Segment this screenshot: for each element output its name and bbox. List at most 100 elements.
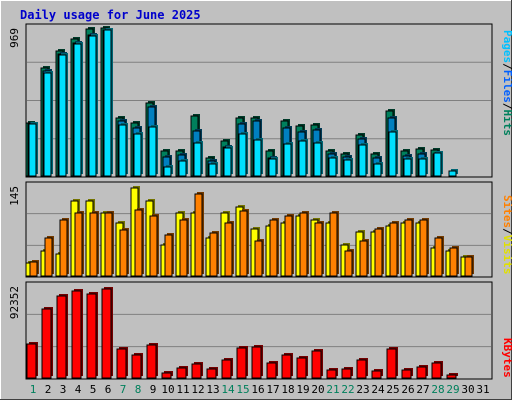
bar-sites-day-16-face: [254, 240, 263, 277]
x-tick-label-day-11: 11: [176, 383, 189, 396]
bar-kbytes-day-4-face: [71, 290, 82, 379]
bar-kbytes-day-7: [116, 347, 128, 379]
bar-sites-day-29: [449, 246, 459, 277]
bar-pages-day-10-face: [163, 166, 172, 177]
bar-sites-day-1: [29, 260, 39, 277]
series-label-part: Pages: [501, 30, 512, 63]
bar-pages-day-18: [283, 142, 293, 177]
bar-kbytes-day-18: [281, 353, 293, 379]
bar-kbytes-day-24-face: [371, 370, 382, 379]
bar-kbytes-day-11-face: [176, 367, 187, 379]
x-tick-label-day-17: 17: [266, 383, 279, 396]
bar-kbytes-day-25-face: [386, 348, 397, 379]
bar-kbytes-day-3: [56, 294, 68, 379]
bar-pages-day-21-face: [328, 157, 337, 177]
y-max-label: 969: [8, 28, 21, 48]
bar-kbytes-day-23-face: [356, 359, 367, 379]
bar-sites-day-13-face: [209, 232, 218, 277]
bar-kbytes-day-7-face: [116, 348, 127, 379]
bar-sites-day-24: [374, 227, 384, 277]
bar-kbytes-day-29-face: [446, 374, 457, 379]
bar-kbytes-day-15: [236, 346, 248, 379]
x-tick-label-day-8: 8: [135, 383, 142, 396]
bar-pages-day-29-face: [448, 170, 457, 177]
y-max-label: 92352: [8, 286, 21, 319]
bar-sites-day-28-face: [434, 237, 443, 277]
bar-pages-day-14-face: [223, 147, 232, 177]
bar-kbytes-day-6: [101, 287, 113, 379]
x-tick-label-day-28: 28: [431, 383, 444, 396]
bar-sites-day-9-face: [149, 215, 158, 277]
x-tick-label-day-3: 3: [60, 383, 67, 396]
panel-kbytes: 92352 KBytes: [8, 281, 512, 380]
x-tick-label-day-25: 25: [386, 383, 399, 396]
bar-kbytes-day-18-face: [281, 354, 292, 379]
bar-sites-day-25: [389, 221, 399, 277]
bar-kbytes-day-12-face: [191, 363, 202, 379]
bar-sites-day-28: [434, 236, 444, 277]
bar-sites-day-12-face: [194, 193, 203, 277]
bar-sites-day-2: [44, 236, 54, 277]
bar-sites-day-7-face: [119, 229, 128, 277]
bar-sites-day-20-face: [314, 222, 323, 277]
bar-kbytes-day-9: [146, 343, 158, 379]
x-tick-label-day-21: 21: [326, 383, 339, 396]
bar-sites-day-10-face: [164, 234, 173, 277]
bar-kbytes-day-6-face: [101, 288, 112, 379]
bar-kbytes-day-22: [341, 367, 353, 379]
x-tick-label-day-4: 4: [75, 383, 82, 396]
bar-sites-day-25-face: [389, 222, 398, 277]
bar-sites-day-13: [209, 231, 219, 277]
bar-sites-day-1-face: [29, 261, 38, 277]
bar-sites-day-11: [179, 218, 189, 277]
bar-pages-day-12-face: [193, 142, 202, 177]
bar-kbytes-day-4: [71, 289, 83, 379]
bar-sites-day-30-face: [464, 256, 473, 277]
bar-kbytes-day-13: [206, 367, 218, 379]
series-label-part: Sites: [501, 195, 512, 228]
bar-pages-day-8: [133, 132, 143, 177]
bar-pages-day-15: [238, 132, 248, 177]
bar-pages-day-2: [43, 71, 53, 177]
x-tick-label-day-15: 15: [236, 383, 249, 396]
bar-kbytes-day-13-face: [206, 368, 217, 379]
bar-kbytes-day-2: [41, 307, 53, 379]
bar-kbytes-day-14: [221, 358, 233, 379]
bar-pages-day-8-face: [133, 133, 142, 177]
series-label-part: Visits: [501, 235, 512, 275]
bar-sites-day-20: [314, 221, 324, 277]
bar-pages-day-20: [313, 141, 323, 177]
bar-kbytes-day-14-face: [221, 359, 232, 379]
bar-pages-day-23-face: [358, 144, 367, 177]
bar-pages-day-29: [448, 169, 458, 177]
bar-kbytes-day-2-face: [41, 308, 52, 379]
x-tick-label-day-2: 2: [45, 383, 52, 396]
bar-pages-day-26: [403, 157, 413, 177]
bar-kbytes-day-1-face: [26, 343, 37, 379]
bar-sites-day-10: [164, 233, 174, 277]
bar-kbytes-day-19: [296, 356, 308, 379]
bar-sites-day-5-face: [89, 212, 98, 277]
bar-kbytes-day-12: [191, 362, 203, 379]
bar-kbytes-day-26: [401, 368, 413, 379]
bar-pages-day-16: [253, 138, 263, 177]
bar-kbytes-day-25: [386, 347, 398, 379]
bar-kbytes-day-26-face: [401, 369, 412, 379]
bar-pages-day-4: [73, 42, 83, 177]
bar-kbytes-day-21: [326, 368, 338, 379]
bar-sites-day-27-face: [419, 219, 428, 277]
bar-sites-day-22: [344, 249, 354, 277]
bar-pages-day-4-face: [73, 43, 82, 177]
bar-kbytes-day-8-face: [131, 354, 142, 379]
bar-pages-day-1-face: [28, 123, 37, 177]
bar-pages-day-13: [208, 162, 218, 177]
bar-pages-day-9: [148, 125, 158, 177]
bar-kbytes-day-3-face: [56, 295, 67, 379]
bar-sites-day-3: [59, 218, 69, 277]
bar-sites-day-15-face: [239, 210, 248, 277]
bar-pages-day-1: [28, 122, 38, 177]
series-label-part: /: [501, 103, 512, 110]
series-label-part: Files: [501, 70, 512, 103]
bar-pages-day-20-face: [313, 142, 322, 177]
